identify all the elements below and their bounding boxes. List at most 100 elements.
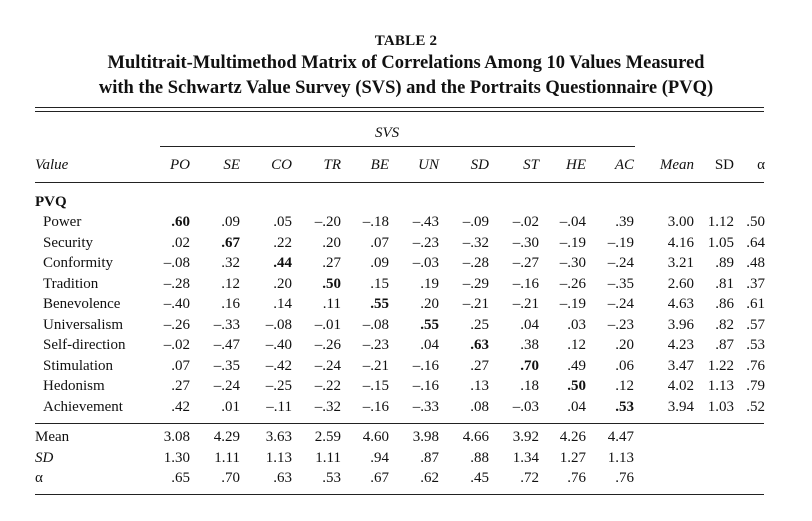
table-cell: –.09 (462, 214, 489, 230)
table-cell: –.43 (412, 214, 439, 230)
row-label: Power (43, 214, 82, 230)
table-cell: –.29 (462, 276, 489, 292)
row-label: Security (43, 235, 93, 251)
footer-cell: 3.98 (412, 429, 439, 445)
table-cell: .03 (567, 317, 586, 333)
column-header-mean: Mean (659, 157, 694, 173)
table-cell: .55 (370, 296, 389, 312)
table-cell: –.01 (314, 317, 341, 333)
table-cell: .39 (615, 214, 634, 230)
row-sd: .81 (715, 276, 734, 292)
row-label: Achievement (43, 399, 123, 415)
top-rule-upper (35, 107, 764, 108)
table-cell: –.35 (607, 276, 634, 292)
table-cell: –.02 (512, 214, 539, 230)
table-cell: .11 (322, 296, 341, 312)
footer-cell: .94 (370, 450, 389, 466)
table-cell: .14 (273, 296, 292, 312)
table-cell: –.40 (265, 337, 292, 353)
row-alpha: .50 (746, 214, 765, 230)
row-mean: 3.21 (667, 255, 694, 271)
row-alpha: .64 (746, 235, 765, 251)
table-cell: .12 (567, 337, 586, 353)
table-cell: .09 (370, 255, 389, 271)
table-cell: .53 (615, 399, 634, 415)
row-alpha: .61 (746, 296, 765, 312)
row-sd: .89 (715, 255, 734, 271)
table-cell: .42 (171, 399, 190, 415)
table-cell: –.19 (559, 296, 586, 312)
table-cell: .13 (470, 378, 489, 394)
table-cell: .09 (221, 214, 240, 230)
column-header-ac: AC (614, 157, 634, 173)
table-cell: .04 (567, 399, 586, 415)
footer-cell: 1.11 (315, 450, 341, 466)
footer-cell: .62 (420, 470, 439, 486)
table-cell: –.20 (314, 214, 341, 230)
footer-rule (35, 423, 764, 424)
table-cell: .20 (420, 296, 439, 312)
row-sd: 1.13 (707, 378, 734, 394)
row-alpha: .57 (746, 317, 765, 333)
table-title-line-2: with the Schwartz Value Survey (SVS) and… (98, 78, 714, 98)
table-cell: –.33 (213, 317, 240, 333)
footer-cell: .45 (470, 470, 489, 486)
table-cell: .27 (470, 358, 489, 374)
table-cell: –.26 (559, 276, 586, 292)
table-cell: –.16 (412, 378, 439, 394)
table-cell: –.28 (163, 276, 190, 292)
footer-cell: 1.30 (163, 450, 190, 466)
row-alpha: .79 (746, 378, 765, 394)
svs-spanner-rule (160, 146, 635, 147)
column-header-se: SE (223, 157, 240, 173)
footer-cell: 4.29 (213, 429, 240, 445)
table-cell: .04 (420, 337, 439, 353)
table-cell: –.30 (512, 235, 539, 251)
table-cell: .06 (615, 358, 634, 374)
row-label: Benevolence (43, 296, 121, 312)
footer-cell: 3.63 (265, 429, 292, 445)
table-cell: –.47 (213, 337, 240, 353)
table-cell: –.21 (512, 296, 539, 312)
footer-label: SD (35, 450, 54, 466)
row-sd: 1.03 (707, 399, 734, 415)
table-cell: .20 (322, 235, 341, 251)
table-cell: –.42 (265, 358, 292, 374)
table-cell: .32 (221, 255, 240, 271)
footer-cell: 4.66 (462, 429, 489, 445)
table-cell: –.04 (559, 214, 586, 230)
table-cell: –.19 (607, 235, 634, 251)
table-cell: .20 (615, 337, 634, 353)
top-rule-lower (35, 111, 764, 112)
footer-cell: 2.59 (314, 429, 341, 445)
row-mean: 3.00 (667, 214, 694, 230)
row-alpha: .53 (746, 337, 765, 353)
table-cell: .12 (615, 378, 634, 394)
footer-cell: .88 (470, 450, 489, 466)
table-cell: –.40 (163, 296, 190, 312)
table-cell: –.15 (362, 378, 389, 394)
table-cell: .22 (273, 235, 292, 251)
row-sd: 1.05 (707, 235, 734, 251)
row-sd: 1.22 (707, 358, 734, 374)
footer-cell: .53 (322, 470, 341, 486)
footer-cell: 4.47 (607, 429, 634, 445)
table-cell: .49 (567, 358, 586, 374)
row-mean: 4.23 (667, 337, 694, 353)
table-cell: .44 (273, 255, 292, 271)
table-cell: .67 (221, 235, 240, 251)
table-cell: .50 (567, 378, 586, 394)
table-cell: –.19 (559, 235, 586, 251)
header-rule (35, 182, 764, 183)
table-cell: –.28 (462, 255, 489, 271)
table-number: TABLE 2 (374, 33, 438, 49)
section-label-pvq: PVQ (35, 194, 67, 210)
table-cell: .08 (470, 399, 489, 415)
footer-cell: .67 (370, 470, 389, 486)
table-cell: –.21 (362, 358, 389, 374)
table-cell: –.25 (265, 378, 292, 394)
column-header-sd: SD (470, 157, 489, 173)
row-mean: 3.47 (667, 358, 694, 374)
table-cell: –.11 (266, 399, 292, 415)
footer-cell: 1.34 (512, 450, 539, 466)
